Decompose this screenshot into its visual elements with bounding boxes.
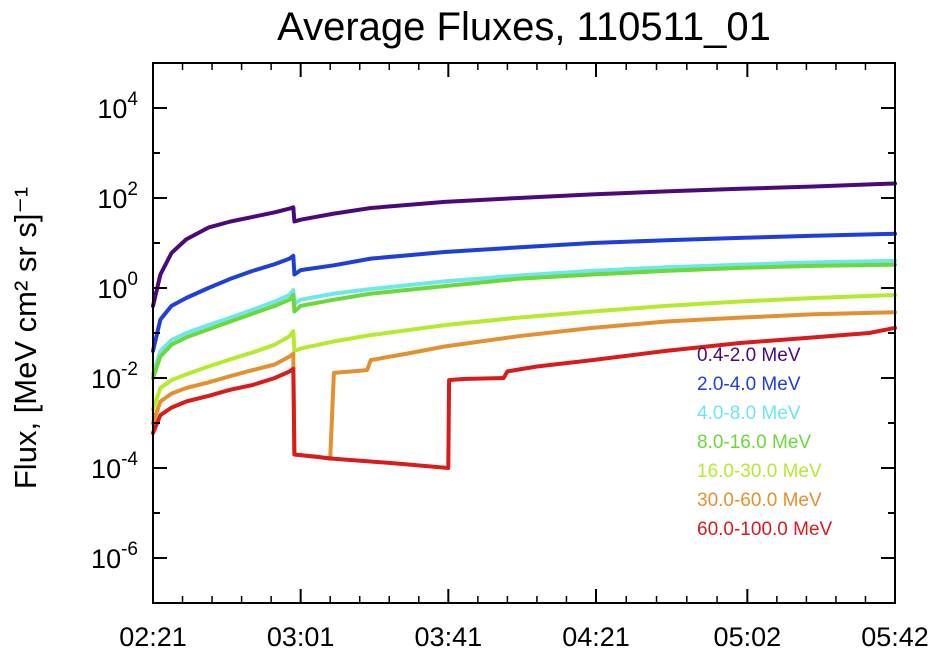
x-tick-label: 04:21: [562, 622, 630, 652]
legend-entry-5: 30.0-60.0 MeV: [697, 490, 822, 511]
plot-frame: [152, 62, 896, 604]
legend-entry-6: 60.0-100.0 MeV: [697, 519, 833, 540]
y-tick-label: 10-4: [91, 449, 138, 484]
chart-title: Average Fluxes, 110511_01: [277, 5, 771, 49]
y-tick-label: 10-2: [91, 359, 138, 394]
legend-entry-3: 8.0-16.0 MeV: [697, 432, 811, 453]
legend-entry-4: 16.0-30.0 MeV: [697, 461, 822, 482]
x-tick-label: 03:01: [267, 622, 335, 652]
legend-entry-1: 2.0-4.0 MeV: [697, 374, 801, 395]
series-line-3: [151, 262, 897, 380]
y-tick-label: 104: [97, 89, 138, 124]
x-tick-label: 02:21: [119, 622, 187, 652]
x-tick-label: 05:42: [861, 622, 929, 652]
y-tick-label: 100: [97, 269, 138, 304]
series-line-0: [151, 181, 897, 308]
y-tick-label: 10-6: [91, 539, 138, 574]
y-axis-label: Flux, [MeV cm² sr s]⁻¹: [8, 187, 43, 489]
y-tick-label: 102: [97, 179, 138, 214]
x-tick-label: 03:41: [415, 622, 483, 652]
legend-entry-0: 0.4-2.0 MeV: [697, 345, 801, 366]
series-line-4: [151, 293, 897, 412]
x-tick-label: 05:02: [714, 622, 782, 652]
legend-entry-2: 4.0-8.0 MeV: [697, 403, 801, 424]
legend: 0.4-2.0 MeV 2.0-4.0 MeV 4.0-8.0 MeV 8.0-16.…: [697, 345, 833, 540]
series-line-6: [151, 325, 897, 470]
axes-layer: 02:21 03:01 03:41 04:21 05:02 05:42 10-6 10-4 10…: [91, 62, 929, 652]
series-line-1: [151, 231, 897, 353]
series-layer: [151, 181, 897, 470]
